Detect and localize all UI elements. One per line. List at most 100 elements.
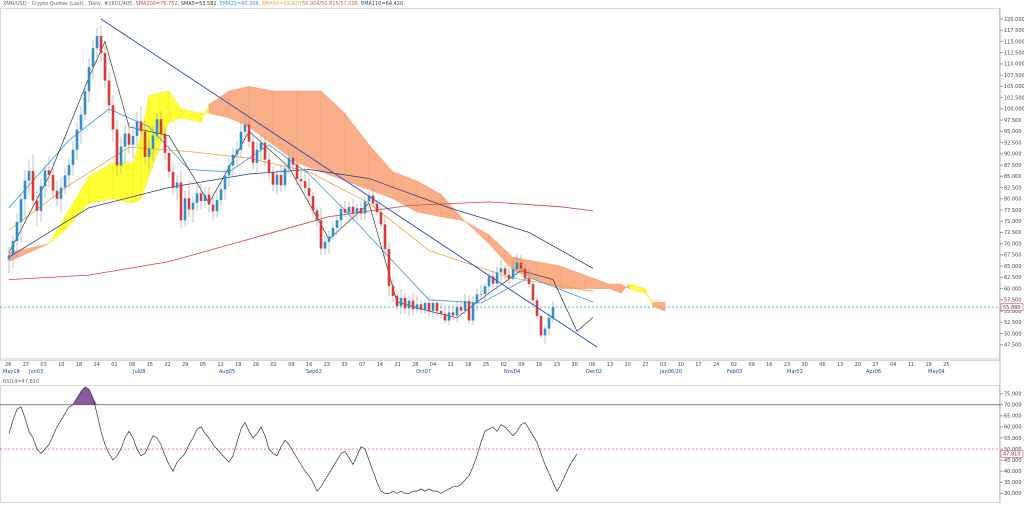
candle [179, 170, 183, 228]
rsi-overbought-fill [73, 387, 97, 405]
candle [283, 161, 287, 191]
time-tick-label: 30 [802, 362, 808, 368]
candle-body [107, 80, 111, 106]
rsi-legend: RSI14=47.810 [3, 379, 40, 385]
ichimoku-legend: 50.904/50.815/57.008 [302, 1, 358, 7]
candle-body [119, 146, 123, 166]
candle-body [443, 313, 447, 321]
candle [423, 300, 427, 315]
cloud-segment [536, 261, 562, 289]
month-label: Jul08 [132, 369, 145, 375]
candle [223, 168, 227, 200]
rsi-tick-label: 30.000 [1004, 491, 1022, 497]
candle-body [483, 286, 487, 294]
price-tick-label: 97.500 [1004, 118, 1022, 124]
candle-body [7, 255, 11, 260]
rsi-panel-frame [0, 385, 1000, 503]
candle-body [275, 174, 279, 185]
candle-body [211, 204, 215, 212]
candle [83, 84, 87, 121]
candle-body [391, 285, 395, 296]
sma200-legend: SMA200=76.752 [135, 1, 178, 7]
candle-body [411, 300, 415, 310]
candle-body [27, 170, 31, 181]
candle-body [11, 240, 15, 256]
time-tick-label: 09 [518, 362, 524, 368]
price-tick-label: 52.500 [1004, 320, 1022, 326]
candle [551, 300, 555, 324]
candle [247, 121, 251, 148]
time-tick-label: 11 [908, 362, 914, 368]
candle [523, 262, 527, 282]
price-tick-label: 87.500 [1004, 163, 1022, 169]
candle [107, 71, 111, 114]
candle [447, 304, 451, 326]
candle-body [223, 175, 227, 190]
time-tick-label: 23 [324, 362, 330, 368]
candle [543, 324, 547, 344]
candle [515, 254, 519, 276]
time-tick-label: 16 [766, 362, 772, 368]
candle-body [147, 148, 151, 157]
trendline[interactable] [100, 18, 598, 348]
candle [359, 200, 363, 221]
candle [475, 288, 479, 312]
candle-body [31, 170, 35, 201]
time-tick-label: 20 [855, 362, 861, 368]
month-label: Feb03 [727, 369, 742, 375]
cloud-segment [440, 193, 466, 222]
candle [59, 178, 63, 212]
candle-body [47, 170, 51, 175]
price-tick-label: 47.500 [1004, 343, 1022, 349]
candle [235, 141, 239, 166]
cloud-segment [608, 283, 622, 294]
candle-body [551, 307, 555, 318]
rsi-panel: 75.000 70.000 65.000 60.000 55.000 50.000 45.0… [0, 386, 1024, 497]
candle [39, 178, 43, 222]
ema55-legend: EMA55=59.420 [261, 1, 301, 7]
time-tick-label: 18 [76, 362, 82, 368]
candle-body [103, 53, 107, 81]
candle [171, 164, 175, 196]
candle-body [547, 317, 551, 329]
candle [91, 40, 95, 80]
month-label: Jan06/20 [659, 369, 682, 375]
candle-body [347, 206, 351, 213]
candle [547, 312, 551, 337]
candle-body [495, 272, 499, 284]
candle [331, 221, 335, 241]
candle [275, 169, 279, 195]
candle-body [67, 165, 71, 176]
time-tick-label: 27 [872, 362, 878, 368]
cloud-segment [228, 86, 250, 128]
candle [483, 283, 487, 302]
candle-body [63, 175, 67, 188]
price-tick-label: 62.500 [1004, 275, 1022, 281]
candle [531, 281, 535, 305]
time-tick-label: 12 [217, 362, 223, 368]
candle-body [251, 141, 255, 163]
time-tick-label: 04 [890, 362, 896, 368]
candle-body [491, 276, 495, 284]
candle [375, 200, 379, 216]
candle [303, 167, 307, 194]
rsi-tick-label: 55.000 [1004, 436, 1022, 442]
cloud-segment [8, 243, 50, 262]
candle-body [243, 124, 247, 132]
candle-body [183, 198, 187, 221]
candle [207, 187, 211, 213]
candle-body [115, 129, 119, 166]
candle [135, 112, 139, 147]
ma-line-sma200 [8, 201, 594, 280]
time-tick-label: 02 [271, 362, 277, 368]
candle-body [351, 206, 355, 214]
candle-body [279, 174, 283, 186]
candle [431, 298, 435, 317]
cloud-segment [652, 301, 666, 312]
time-tick-label: 27 [23, 362, 29, 368]
cloud-segment [628, 283, 646, 294]
candle [111, 94, 115, 142]
candle-body [371, 195, 375, 204]
candle [343, 200, 347, 218]
